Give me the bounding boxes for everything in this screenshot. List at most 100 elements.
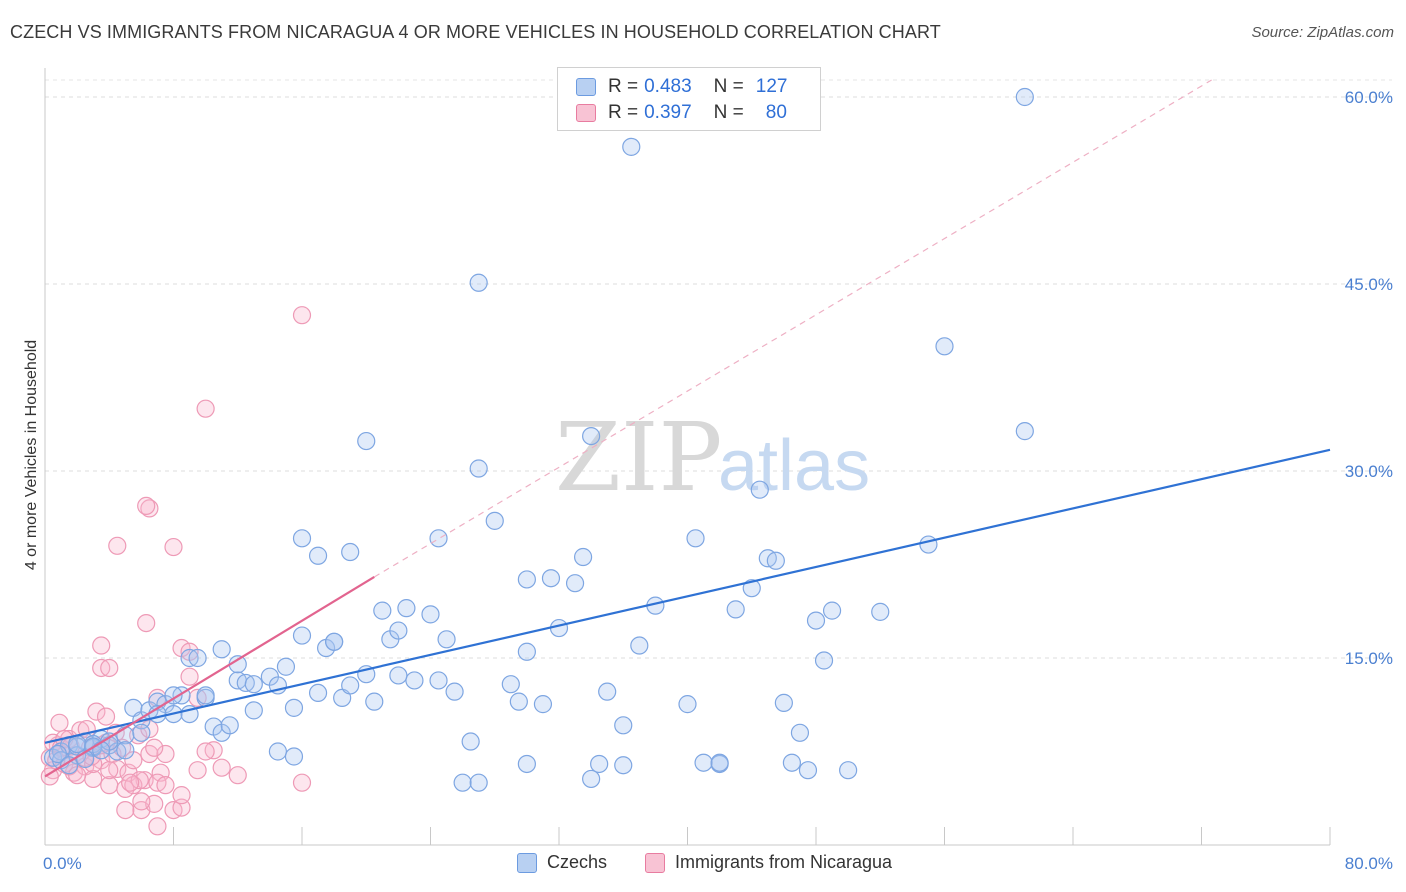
czech-point (582, 426, 601, 446)
x-tick-label-min: 0.0% (43, 854, 82, 873)
nicaragua-point (140, 499, 159, 518)
czech-point (469, 773, 488, 792)
czech-point (533, 695, 553, 714)
czech-point (429, 529, 448, 548)
czech-point (598, 682, 617, 701)
czech-point (389, 621, 408, 640)
nicaragua-point (196, 399, 215, 418)
nicaragua-point (87, 702, 106, 721)
nicaragua-point (196, 742, 215, 761)
watermark-atlas: atlas (718, 426, 870, 506)
czech-point (678, 695, 697, 714)
czech-point (919, 535, 938, 554)
nicaragua-point (164, 537, 183, 557)
czech-point (308, 683, 328, 703)
nicaragua-point (137, 496, 156, 516)
czech-point (325, 632, 344, 651)
czech-point (59, 756, 79, 775)
czech-point (485, 511, 504, 530)
nicaragua-point (121, 773, 140, 792)
czech-point (429, 671, 448, 690)
czech-point (814, 651, 834, 670)
czech-point (630, 636, 649, 655)
legend-item-czechs[interactable]: Czechs (517, 852, 607, 873)
nicaragua-point (212, 758, 231, 777)
czech-point (798, 761, 818, 780)
axes (44, 68, 1331, 846)
czech-point (517, 570, 536, 589)
legend-swatch-czechs (517, 852, 537, 873)
nicaragua-point (172, 786, 191, 805)
czech-point (1015, 87, 1034, 107)
legend-item-nicaragua[interactable]: Immigrants from Nicaragua (645, 852, 892, 873)
nicaragua-point (140, 744, 159, 764)
legend-r-label: R = (608, 76, 639, 97)
czech-point (244, 675, 263, 694)
y-tick-label: 15.0% (1345, 649, 1393, 668)
czech-point (501, 675, 520, 694)
czech-point (935, 337, 954, 356)
czech-point (839, 761, 858, 780)
source-label: Source: ZipAtlas.com (1251, 24, 1394, 41)
czech-point (365, 692, 384, 711)
czech-point (437, 630, 456, 649)
czech-point (284, 698, 304, 717)
czech-point (509, 692, 528, 711)
czech-point (822, 601, 842, 620)
y-tick-label: 30.0% (1345, 462, 1393, 481)
nicaragua-point (292, 773, 312, 792)
czech-point (92, 741, 111, 760)
czech-point (469, 273, 488, 292)
legend-row-nicaragua: R = 0.397 N = 80 (576, 101, 787, 125)
czech-point (694, 753, 713, 772)
czech-point (308, 546, 328, 565)
czech-point (389, 666, 408, 685)
czech-point (871, 602, 890, 621)
nicaragua-point (92, 636, 111, 655)
czech-point (397, 599, 416, 618)
legend-n-label: N = (713, 102, 744, 123)
czech-point (68, 734, 87, 754)
y-tick-label: 45.0% (1345, 275, 1393, 294)
legend-swatch-nicaragua (576, 104, 596, 122)
nicaragua-point (228, 766, 247, 785)
czech-points (43, 87, 1034, 792)
czech-point (461, 732, 480, 751)
legend-r-value: 0.397 (644, 102, 692, 123)
nicaragua-point (50, 713, 69, 732)
nicaragua-point (96, 707, 116, 726)
czech-point (766, 551, 785, 570)
watermark-zip: ZIP (555, 403, 722, 513)
czech-point (726, 600, 745, 619)
czech-point (686, 529, 705, 548)
czech-point (445, 682, 464, 701)
czech-point (341, 676, 360, 695)
czech-point (48, 744, 67, 764)
legend-r-value: 0.483 (644, 76, 692, 97)
nicaragua-point (137, 613, 156, 633)
nicaragua-point (172, 798, 191, 817)
czech-point (517, 754, 536, 774)
chart-title: CZECH VS IMMIGRANTS FROM NICARAGUA 4 OR … (10, 22, 941, 42)
legend-r-label: R = (608, 102, 639, 123)
czech-point (341, 542, 360, 562)
x-tick-label-max: 80.0% (1345, 854, 1393, 873)
legend-swatch-czechs (576, 78, 596, 96)
legend-n-value: 80 (765, 102, 787, 123)
nicaragua-point (180, 667, 199, 686)
nicaragua-point (156, 744, 175, 764)
czech-point (750, 480, 769, 499)
czech-point (453, 773, 472, 792)
nicaragua-point (188, 761, 207, 780)
czech-point (541, 569, 561, 588)
czech-point (614, 716, 633, 735)
czech-point (132, 723, 151, 742)
czech-point (806, 611, 826, 630)
nicaragua-point (145, 738, 164, 757)
tick-labels: 15.0% 30.0% 45.0% 60.0% 0.0% 80.0% (43, 88, 1393, 873)
czech-point (1015, 422, 1034, 441)
trend-lines (44, 79, 1331, 778)
czech-point (116, 741, 135, 760)
czech-point (244, 701, 263, 720)
